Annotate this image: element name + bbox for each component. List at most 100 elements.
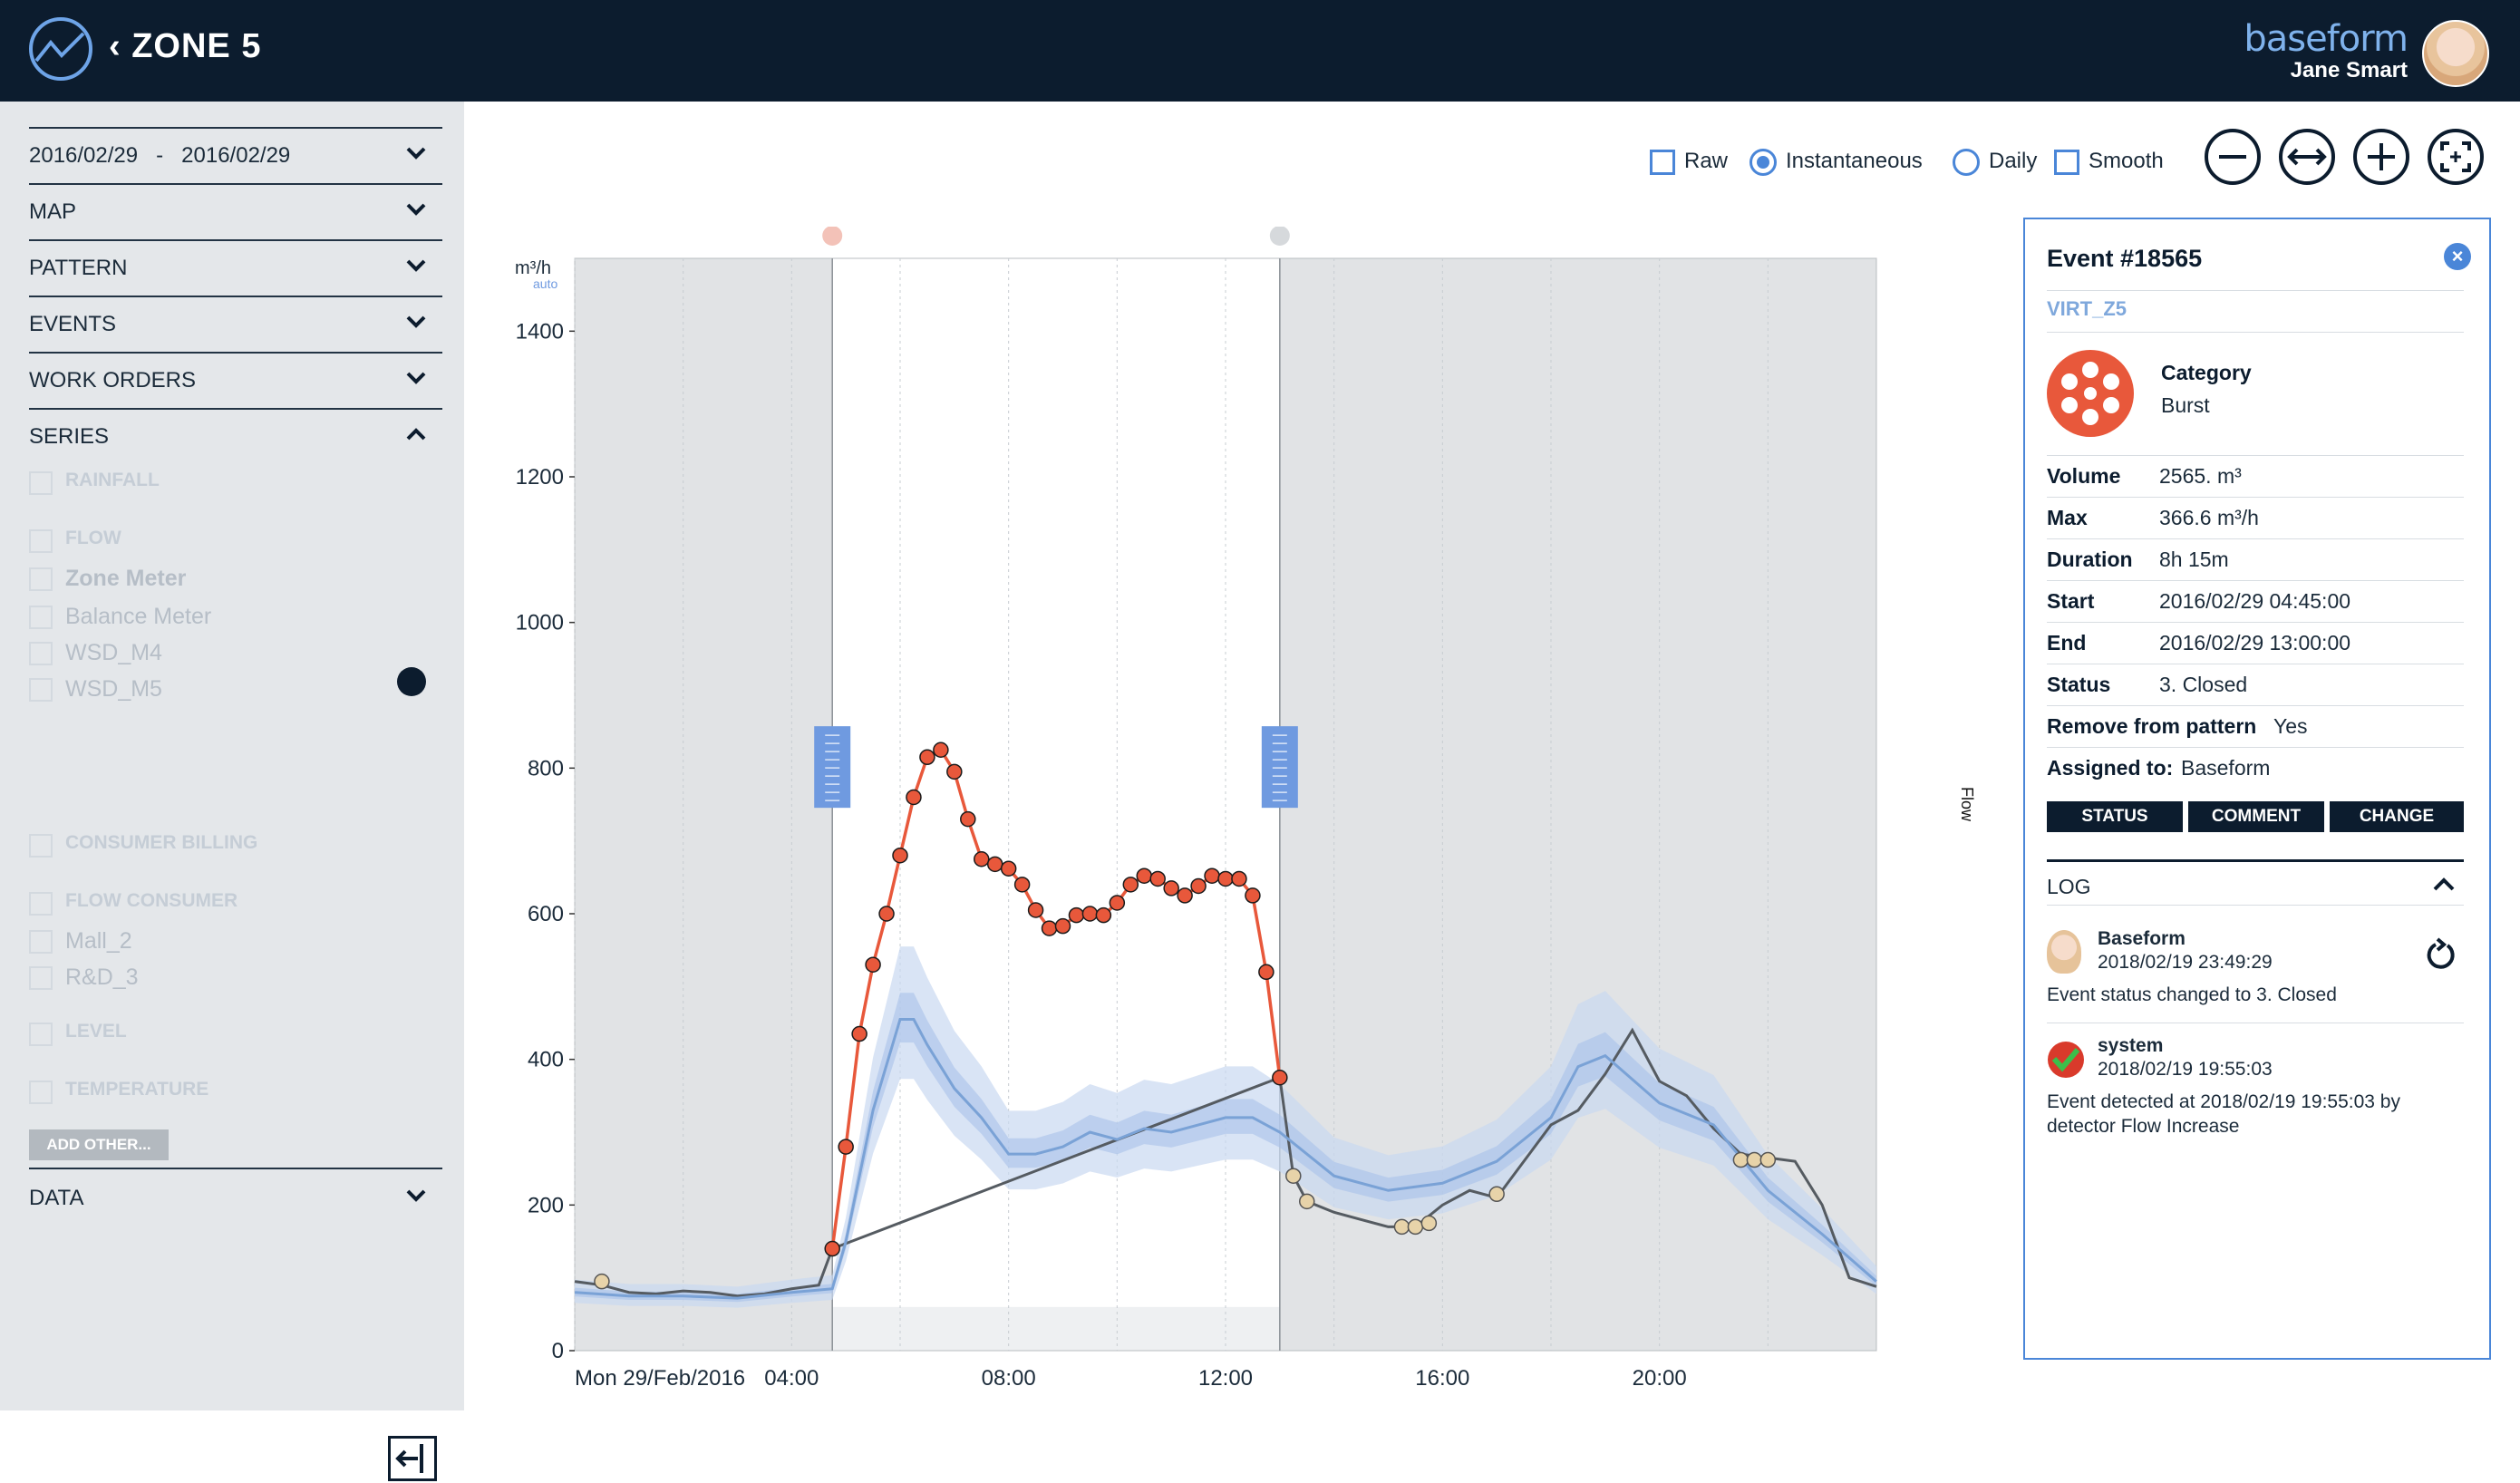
- event-start-handle[interactable]: [814, 726, 851, 809]
- checkbox[interactable]: [29, 966, 53, 990]
- x-tick-label: 20:00: [1633, 1366, 1687, 1391]
- close-icon[interactable]: ×: [2444, 243, 2471, 270]
- checkbox[interactable]: [29, 892, 53, 916]
- date-range-selector[interactable]: 2016/02/29 - 2016/02/29: [29, 127, 442, 183]
- zone-back-button[interactable]: ‹ ZONE 5: [109, 27, 261, 66]
- raw-checkbox[interactable]: Raw: [1650, 141, 1728, 181]
- y-unit-label: m³/h: [515, 258, 551, 278]
- section-work-orders[interactable]: WORK ORDERS: [29, 352, 442, 408]
- checkbox[interactable]: [29, 930, 53, 954]
- event-point: [838, 1139, 854, 1155]
- checkbox[interactable]: [29, 678, 53, 702]
- right-axis-label: Flow: [1958, 787, 1976, 822]
- log-section-header[interactable]: LOG: [2047, 859, 2464, 907]
- event-point: [1081, 906, 1099, 922]
- event-point: [1149, 870, 1166, 887]
- chevron-up-icon: [406, 428, 426, 441]
- y-tick-label: 0: [552, 1339, 564, 1363]
- zoom-in-button[interactable]: [2353, 129, 2409, 185]
- event-point: [1027, 902, 1044, 918]
- add-other-button[interactable]: ADD OTHER...: [29, 1129, 169, 1160]
- comment-button[interactable]: COMMENT: [2188, 801, 2324, 832]
- change-button[interactable]: CHANGE: [2330, 801, 2464, 832]
- data-point: [1746, 1151, 1763, 1168]
- zoom-out-button[interactable]: [2205, 129, 2261, 185]
- event-point: [1054, 917, 1071, 935]
- instantaneous-radio[interactable]: Instantaneous: [1749, 141, 1923, 181]
- event-zone-link[interactable]: VIRT_Z5: [2047, 297, 2127, 320]
- system-logo-icon: [2048, 1042, 2084, 1078]
- series-color-dot[interactable]: [397, 667, 426, 696]
- checkbox[interactable]: [29, 529, 53, 553]
- event-end-handle[interactable]: [1261, 726, 1298, 809]
- log-text: Event status changed to 3. Closed: [2047, 984, 2337, 1005]
- event-point: [1272, 1070, 1288, 1086]
- event-point: [1204, 868, 1220, 884]
- checkbox[interactable]: [1650, 149, 1675, 175]
- data-point: [1407, 1218, 1424, 1236]
- series-line-pattern: [574, 1017, 1877, 1300]
- date-to: 2016/02/29: [181, 143, 291, 168]
- section-label: WORK ORDERS: [29, 368, 197, 393]
- event-point: [1163, 880, 1179, 897]
- x-tick-label: 08:00: [982, 1366, 1036, 1391]
- log-title: LOG: [2047, 875, 2091, 898]
- log-time: 2018/02/19 19:55:03: [2098, 1059, 2273, 1080]
- event-point: [1177, 887, 1193, 904]
- checkbox[interactable]: [2054, 149, 2079, 175]
- collapse-sidebar-button[interactable]: [388, 1436, 437, 1481]
- y-tick-label: 1400: [516, 319, 564, 344]
- chevron-down-icon: [406, 372, 426, 384]
- radio[interactable]: [1749, 148, 1777, 176]
- checkbox[interactable]: [29, 567, 53, 591]
- checkbox[interactable]: [29, 1023, 53, 1046]
- checkbox[interactable]: [29, 834, 53, 858]
- horizontal-arrows-icon: [2287, 148, 2327, 166]
- section-pattern[interactable]: PATTERN: [29, 239, 442, 296]
- section-label: MAP: [29, 199, 77, 224]
- log-time: 2018/02/19 23:49:29: [2098, 952, 2273, 973]
- section-series[interactable]: SERIES: [29, 408, 442, 464]
- fit-all-button[interactable]: [2428, 129, 2484, 185]
- event-point: [906, 789, 922, 806]
- sidebar: 2016/02/29 - 2016/02/29 MAP PATTERN EVEN…: [0, 102, 464, 1481]
- status-button[interactable]: STATUS: [2047, 801, 2183, 832]
- user-name[interactable]: Jane Smart: [2290, 58, 2408, 82]
- event-point: [1245, 887, 1261, 904]
- event-point: [1013, 877, 1031, 893]
- data-point: [1420, 1215, 1438, 1232]
- shade-before: [575, 258, 833, 1351]
- event-baseline-area: [832, 1306, 1280, 1351]
- section-events[interactable]: EVENTS: [29, 296, 442, 352]
- checkbox[interactable]: [29, 606, 53, 629]
- section-label: PATTERN: [29, 256, 128, 280]
- chevron-down-icon: [406, 147, 426, 160]
- y-tick-label: 200: [528, 1193, 564, 1217]
- refresh-icon[interactable]: [2424, 937, 2457, 972]
- checkbox[interactable]: [29, 471, 53, 495]
- radio[interactable]: [1953, 148, 1980, 176]
- top-bar: ‹ ZONE 5 baseform Jane Smart: [0, 0, 2520, 102]
- event-point: [851, 1025, 867, 1042]
- smooth-checkbox[interactable]: Smooth: [2054, 141, 2164, 181]
- y-unit-note: auto: [533, 276, 557, 291]
- checkbox[interactable]: [29, 642, 53, 665]
- category-label: Category: [2161, 361, 2252, 384]
- section-label: SERIES: [29, 424, 110, 449]
- event-point: [986, 856, 1003, 873]
- data-point: [1488, 1186, 1505, 1203]
- daily-radio[interactable]: Daily: [1953, 141, 2037, 181]
- avatar[interactable]: [2422, 20, 2489, 87]
- section-map[interactable]: MAP: [29, 183, 442, 239]
- event-point: [1231, 870, 1247, 887]
- fit-horizontal-button[interactable]: [2279, 129, 2335, 185]
- view-mode-toolbar: Raw Instantaneous Daily Smooth: [1650, 141, 2194, 181]
- checkbox[interactable]: [29, 1081, 53, 1104]
- data-point: [1393, 1218, 1410, 1236]
- data-point: [1299, 1193, 1315, 1210]
- section-data[interactable]: DATA: [29, 1168, 442, 1224]
- brand-logo: baseform: [2244, 18, 2409, 60]
- app-logo-icon[interactable]: [27, 15, 94, 82]
- event-point: [1258, 964, 1275, 981]
